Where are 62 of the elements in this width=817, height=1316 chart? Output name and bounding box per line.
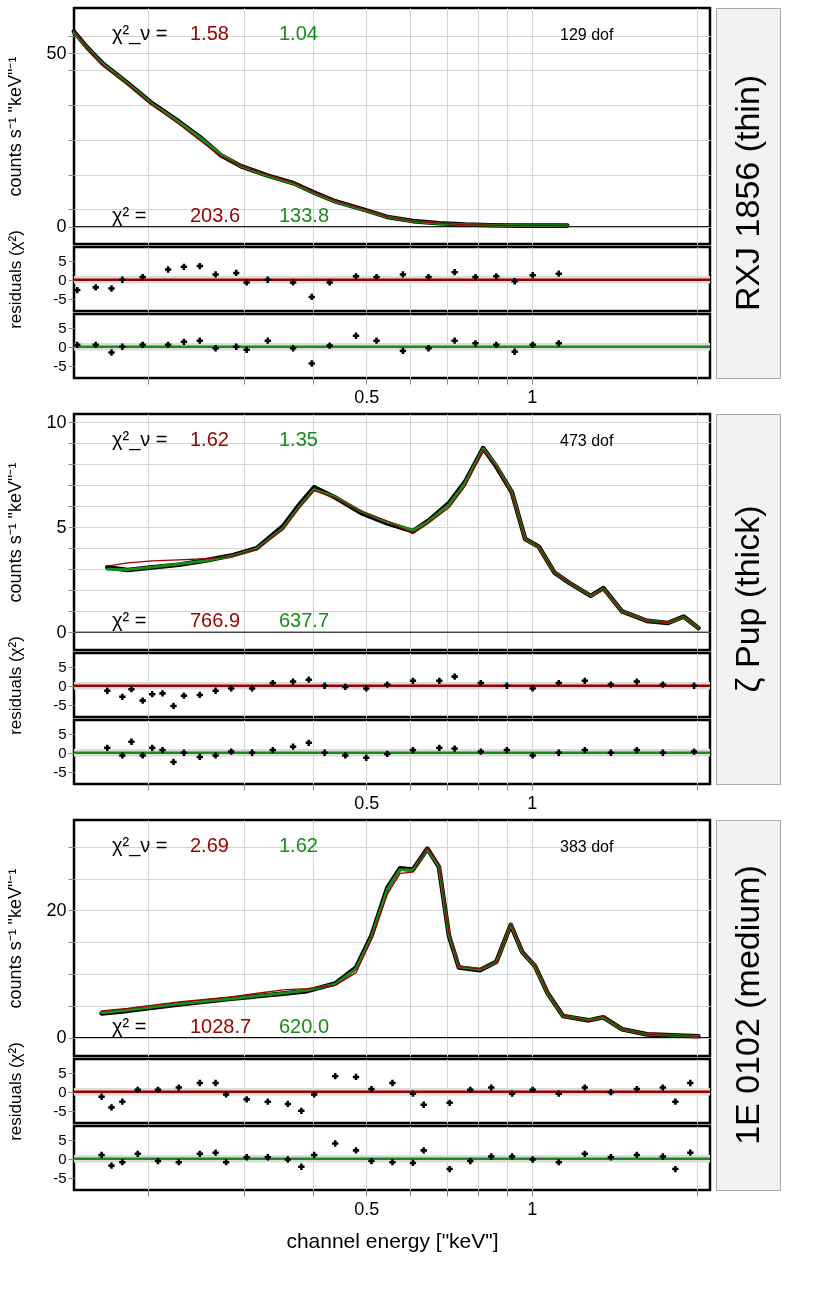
- y-tick-label: 5: [56, 516, 67, 537]
- x-axis-title: channel energy ["keV"]: [286, 1228, 499, 1252]
- annotation: χ² =: [112, 609, 147, 632]
- y-tick-label: 5: [58, 1064, 67, 1082]
- y-axis-title: counts s⁻¹ "keV"⁻¹: [4, 56, 25, 197]
- annotation: 203.6: [190, 203, 241, 226]
- annotation: 1.62: [190, 428, 229, 450]
- y-tick-label: -5: [53, 1102, 67, 1120]
- x-tick-label: 0.5: [354, 1198, 380, 1219]
- y-tick-label: 0: [56, 216, 67, 237]
- y-tick-label: -5: [53, 357, 67, 375]
- annotation: 1.62: [279, 834, 318, 856]
- y-axis-title: counts s⁻¹ "keV"⁻¹: [4, 868, 25, 1009]
- y-tick-label: 5: [58, 252, 67, 270]
- annotation: χ² =: [112, 1014, 147, 1037]
- y-tick-label: 5: [58, 725, 67, 743]
- y-tick-label: -5: [53, 290, 67, 308]
- annotation: χ²_ν =: [112, 834, 168, 857]
- annotation: 133.8: [279, 203, 330, 226]
- text: 1E 0102 (medium): [728, 865, 766, 1145]
- annotation: χ² =: [112, 203, 147, 226]
- y-axis-title: residuals (χ²): [5, 230, 25, 329]
- annotation: 383 dof: [560, 838, 614, 855]
- y-tick-label: 20: [46, 899, 67, 920]
- y-axis-title: residuals (χ²): [5, 636, 25, 735]
- y-tick-label: 0: [56, 1027, 67, 1048]
- y-tick-label: 0: [58, 338, 67, 356]
- y-tick-label: 0: [58, 744, 67, 762]
- annotation: 473 dof: [560, 432, 614, 449]
- y-tick-label: 0: [58, 1150, 67, 1168]
- x-tick-label: 1: [527, 792, 538, 813]
- y-tick-label: 0: [58, 1083, 67, 1101]
- y-tick-label: 5: [58, 1131, 67, 1149]
- annotation: 1028.7: [190, 1014, 252, 1037]
- annotation: 637.7: [279, 609, 330, 632]
- y-tick-label: 5: [58, 658, 67, 676]
- x-tick-label: 0.5: [354, 792, 380, 813]
- text: RXJ 1856 (thin): [728, 74, 766, 312]
- y-tick-label: 0: [58, 271, 67, 289]
- y-tick-label: 10: [46, 411, 67, 432]
- x-tick-label: 0.5: [354, 386, 380, 407]
- y-tick-label: 5: [58, 319, 67, 337]
- text: ζ Pup (thick): [728, 505, 766, 693]
- y-tick-label: -5: [53, 763, 67, 781]
- y-axis-title: counts s⁻¹ "keV"⁻¹: [4, 462, 25, 603]
- y-tick-label: 0: [56, 621, 67, 642]
- annotation: 1.35: [279, 428, 318, 450]
- y-tick-label: -5: [53, 1169, 67, 1187]
- annotation: 1.58: [190, 22, 229, 44]
- x-tick-label: 1: [527, 386, 538, 407]
- annotation: 129 dof: [560, 26, 614, 43]
- annotation: χ²_ν =: [112, 428, 168, 451]
- annotation: 766.9: [190, 609, 241, 632]
- x-tick-label: 1: [527, 1198, 538, 1219]
- annotation: 1.04: [279, 22, 318, 44]
- annotation: χ²_ν =: [112, 22, 168, 45]
- y-tick-label: 0: [58, 677, 67, 695]
- y-tick-label: 50: [46, 42, 67, 63]
- y-axis-title: residuals (χ²): [5, 1042, 25, 1141]
- annotation: 2.69: [190, 834, 229, 856]
- annotation: 620.0: [279, 1014, 330, 1037]
- y-tick-label: -5: [53, 696, 67, 714]
